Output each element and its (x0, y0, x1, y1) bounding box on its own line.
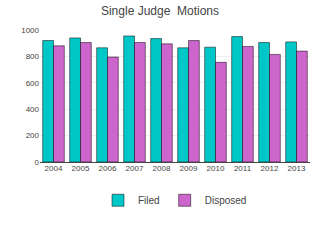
svg-text:0: 0 (35, 158, 40, 167)
svg-text:400: 400 (26, 105, 40, 114)
svg-text:1000: 1000 (21, 26, 39, 35)
svg-text:800: 800 (26, 52, 40, 61)
svg-text:2007: 2007 (126, 164, 144, 173)
svg-text:2011: 2011 (234, 164, 252, 173)
svg-text:Filed: Filed (138, 195, 160, 206)
svg-text:2013: 2013 (288, 164, 306, 173)
svg-text:2012: 2012 (261, 164, 279, 173)
svg-text:2004: 2004 (45, 164, 63, 173)
svg-text:Single Judge Motions: Single Judge Motions (101, 4, 219, 18)
svg-text:2005: 2005 (72, 164, 90, 173)
svg-text:2009: 2009 (180, 164, 198, 173)
svg-text:Disposed: Disposed (205, 195, 247, 206)
svg-text:600: 600 (26, 79, 40, 88)
svg-text:2006: 2006 (99, 164, 117, 173)
svg-text:200: 200 (26, 131, 40, 140)
svg-text:2008: 2008 (153, 164, 171, 173)
svg-text:2010: 2010 (207, 164, 225, 173)
